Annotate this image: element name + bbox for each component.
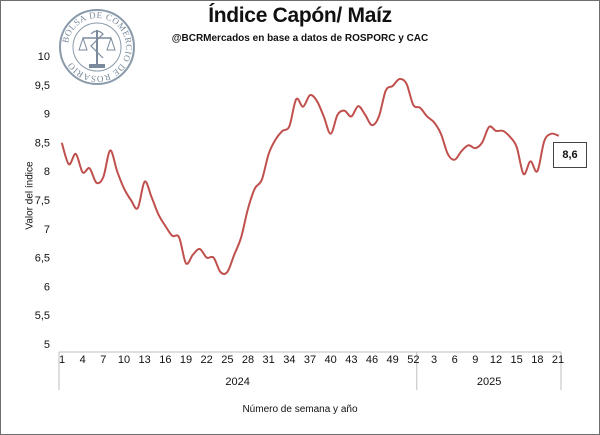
x-tick-label: 34 [283,354,295,366]
year-label: 2024 [225,376,249,388]
x-tick-label: 13 [139,354,151,366]
y-tick-label: 6,5 [35,253,50,265]
x-tick-label: 40 [325,354,337,366]
bcr-logo: BOLSA DE COMERCIO DE ROSARIO [58,8,136,91]
last-value-label: 8,6 [553,142,587,168]
x-tick-label: 3 [431,354,437,366]
x-tick-label: 4 [80,354,86,366]
x-tick-label: 31 [263,354,275,366]
y-tick-label: 6 [44,281,50,293]
x-tick-label: 43 [345,354,357,366]
y-tick-label: 8 [44,166,50,178]
chart-title: Índice Capón/ Maíz [208,4,392,27]
y-tick-label: 5,5 [35,310,50,322]
x-tick-label: 49 [387,354,399,366]
x-tick-label: 16 [159,354,171,366]
y-tick-label: 9,5 [35,80,50,92]
x-tick-label: 52 [407,354,419,366]
x-tick-label: 46 [366,354,378,366]
y-tick-label: 9 [44,109,50,121]
y-tick-label: 10 [38,51,50,63]
y-tick-label: 7,5 [35,195,50,207]
x-tick-label: 7 [100,354,106,366]
x-tick-label: 22 [201,354,213,366]
y-tick-label: 5 [44,339,50,351]
x-axis-label: Número de semana y año [242,404,358,415]
x-tick-label: 12 [490,354,502,366]
y-tick-label: 7 [44,224,50,236]
x-tick-label: 25 [221,354,233,366]
series-line [61,77,559,275]
year-label: 2025 [477,376,501,388]
x-tick-label: 1 [59,354,65,366]
y-axis-label: Valor del índice [24,161,36,230]
x-tick-label: 10 [118,354,130,366]
x-tick-label: 9 [472,354,478,366]
y-tick-label: 8,5 [35,137,50,149]
chart-subtitle: @BCRMercados en base a datos de ROSPORC … [171,33,429,44]
x-tick-label: 21 [552,354,564,366]
x-tick-label: 6 [452,354,458,366]
x-tick-label: 15 [511,354,523,366]
x-tick-label: 37 [304,354,316,366]
x-tick-label: 19 [180,354,192,366]
x-tick-label: 18 [531,354,543,366]
x-tick-label: 28 [242,354,254,366]
